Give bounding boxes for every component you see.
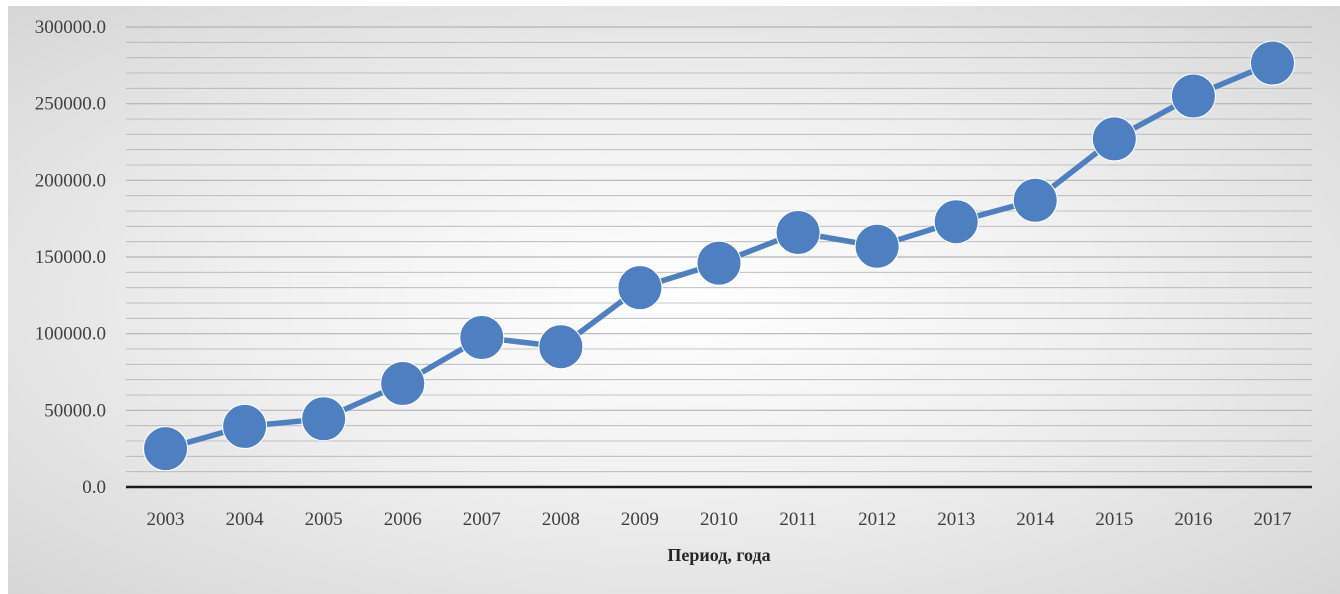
data-point — [854, 223, 900, 269]
x-tick-label: 2015 — [1095, 509, 1133, 530]
x-tick-label: 2012 — [858, 509, 896, 530]
data-point — [459, 315, 505, 360]
data-point — [1012, 177, 1058, 223]
y-tick-labels: 0.0 50000.0 100000.0 150000.0 200000.0 250000… — [35, 17, 106, 498]
data-point — [617, 265, 663, 311]
x-tick-label: 2004 — [226, 509, 265, 530]
x-tick-label: 2014 — [1016, 509, 1055, 530]
data-point — [1249, 40, 1295, 86]
data-point — [538, 324, 584, 370]
y-tick-label: 150000.0 — [35, 247, 106, 268]
x-tick-label: 2017 — [1253, 509, 1291, 530]
y-tick-label: 200000.0 — [35, 170, 106, 191]
x-tick-label: 2003 — [147, 509, 185, 530]
x-tick-label: 2009 — [621, 509, 659, 530]
data-point — [301, 396, 347, 442]
x-tick-label: 2007 — [463, 509, 501, 530]
y-tick-label: 100000.0 — [35, 324, 106, 345]
data-point — [933, 199, 979, 245]
y-tick-label: 50000.0 — [44, 400, 106, 421]
data-points — [143, 40, 1295, 472]
data-point — [1091, 116, 1137, 162]
y-tick-label: 300000.0 — [35, 17, 106, 38]
x-tick-label: 2011 — [779, 509, 816, 530]
x-tick-label: 2005 — [305, 509, 343, 530]
x-tick-label: 2006 — [384, 509, 422, 530]
x-tick-label: 2010 — [700, 509, 738, 530]
data-point — [696, 240, 742, 286]
x-axis-title: Период, года — [667, 545, 770, 565]
y-tick-label: 250000.0 — [35, 94, 106, 115]
x-tick-label: 2013 — [937, 509, 975, 530]
x-tick-label: 2008 — [542, 509, 580, 530]
data-point — [380, 361, 426, 406]
data-point — [1170, 73, 1216, 119]
data-point — [222, 403, 268, 449]
data-point — [143, 426, 189, 472]
y-tick-label: 0.0 — [82, 477, 106, 498]
x-tick-labels: 2003 2004 2005 2006 2007 2008 2009 2010 2011 2012… — [147, 509, 1292, 530]
data-point — [775, 209, 821, 255]
x-tick-label: 2016 — [1174, 509, 1212, 530]
